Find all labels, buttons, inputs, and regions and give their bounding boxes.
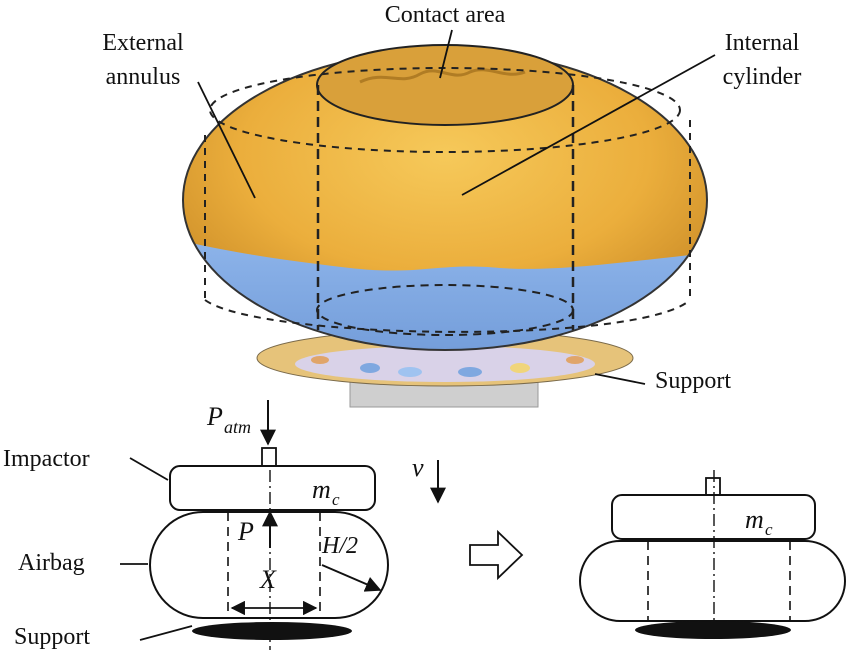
top-annotations: Contact area External annulus Internal c… — [102, 2, 801, 394]
schematic-right: m c — [579, 470, 846, 640]
outer-bottom-dashed — [204, 299, 691, 333]
support-disk-inner — [295, 346, 595, 382]
x-symbol: X — [259, 565, 277, 594]
outer-rim-dashed — [209, 67, 681, 153]
p-atm-subscript: atm — [224, 417, 251, 437]
h-half-symbol: H/2 — [321, 533, 358, 559]
leader-impactor — [129, 457, 169, 481]
impactor-block — [169, 465, 376, 511]
label-airbag: Airbag — [18, 550, 85, 576]
leader-support-bottom — [139, 625, 193, 641]
h-half-arrow — [321, 564, 382, 592]
p-symbol: P — [237, 517, 254, 546]
mass2-subscript: c — [765, 520, 773, 539]
leader-contact-area — [439, 29, 453, 79]
leader-support-top — [594, 373, 646, 385]
schematic-left: P atm m c Impactor P H/2 X Airbag Suppor… — [3, 400, 446, 650]
label-external-annulus-2: annulus — [106, 64, 181, 90]
p-atm-symbol: P — [206, 402, 223, 431]
label-contact-area: Contact area — [385, 2, 506, 28]
velocity-symbol: v — [412, 453, 424, 482]
leader-external-annulus — [197, 81, 256, 199]
airbag-3d-render — [182, 44, 708, 408]
label-internal-cylinder-2: cylinder — [723, 64, 802, 90]
impactor-stem — [261, 447, 277, 467]
mass-symbol: m — [312, 475, 331, 504]
leader-internal-cylinder — [461, 54, 716, 196]
label-support-top: Support — [655, 368, 731, 394]
impactor-stem-2 — [705, 477, 721, 497]
transition-arrow — [469, 529, 524, 581]
label-support-bottom: Support — [14, 624, 90, 650]
label-external-annulus-1: External — [102, 30, 184, 56]
cylinder-bottom-dashed — [316, 284, 574, 336]
contact-area-wrinkles — [359, 68, 526, 84]
support-pad-2 — [635, 621, 791, 639]
label-internal-cylinder-1: Internal — [725, 30, 800, 56]
mass2-symbol: m — [745, 505, 764, 534]
mass-subscript: c — [332, 490, 340, 509]
label-impactor: Impactor — [3, 446, 90, 472]
airbag-body-compressed — [579, 540, 846, 622]
support-pad — [192, 622, 352, 640]
support-disk-spots — [311, 356, 584, 377]
